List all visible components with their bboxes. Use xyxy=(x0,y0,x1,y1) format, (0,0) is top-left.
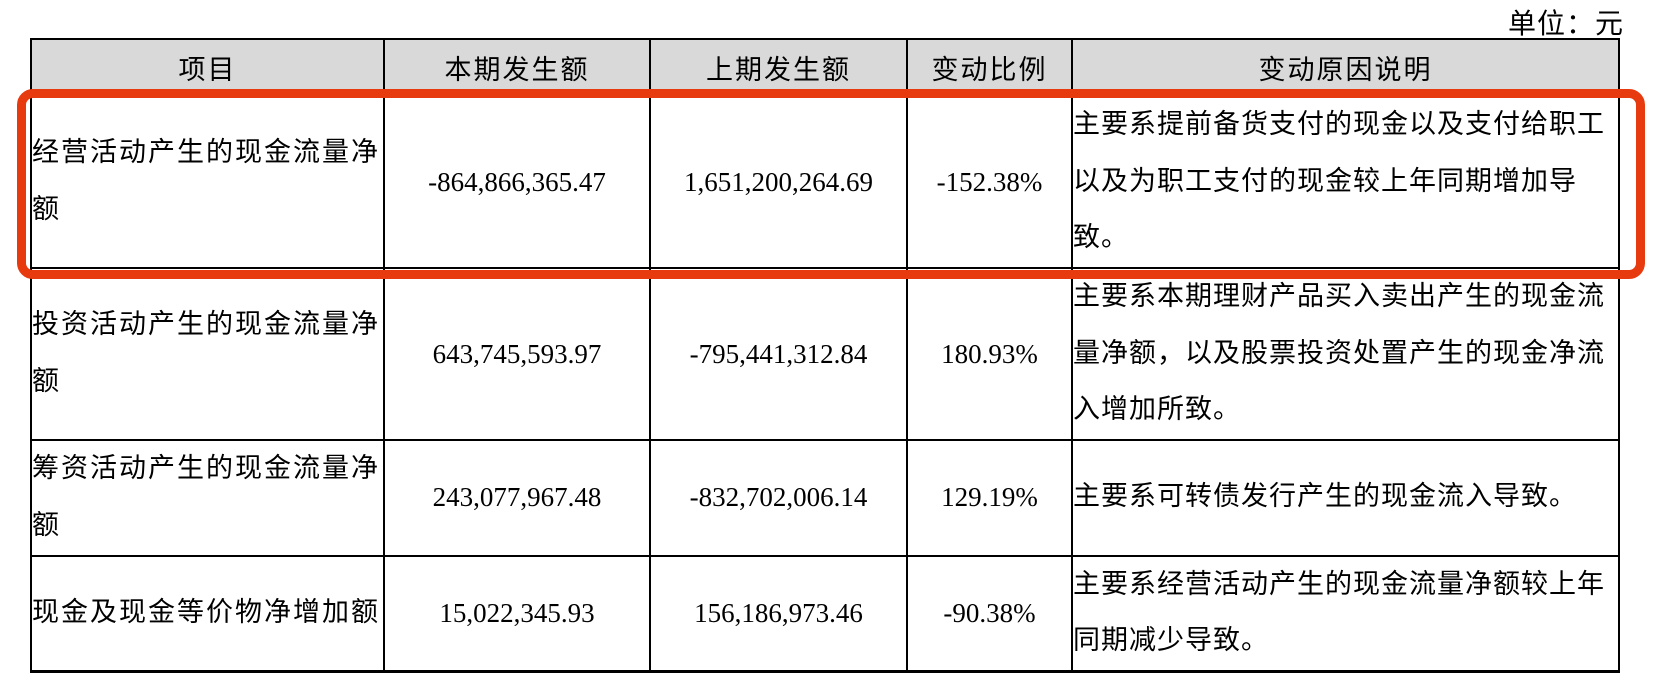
change-ratio-cell: 129.19% xyxy=(906,439,1073,557)
prior-amount-cell: -832,702,006.14 xyxy=(649,439,908,557)
reason-cell: 主要系经营活动产生的现金流量净额较上年同期减少导致。 xyxy=(1071,554,1620,673)
header-row: 项目 本期发生额 上期发生额 变动比例 变动原因说明 xyxy=(30,38,1620,97)
current-amount-cell: 15,022,345.93 xyxy=(383,554,651,673)
cash-flow-table-wrap: 项目 本期发生额 上期发生额 变动比例 变动原因说明 经营活动产生的现金流量净额… xyxy=(17,38,1645,673)
change-ratio-cell: -90.38% xyxy=(906,554,1073,673)
item-cell: 投资活动产生的现金流量净额 xyxy=(30,267,385,442)
prior-amount-cell: 1,651,200,264.69 xyxy=(649,94,908,270)
reason-cell: 主要系可转债发行产生的现金流入导致。 xyxy=(1071,439,1620,557)
item-cell: 经营活动产生的现金流量净额 xyxy=(30,94,385,270)
table-row-net-increase-cash: 现金及现金等价物净增加额 15,022,345.93 156,186,973.4… xyxy=(30,554,1620,673)
prior-amount-cell: 156,186,973.46 xyxy=(649,554,908,673)
column-header-prior-amount: 上期发生额 xyxy=(649,38,908,97)
current-amount-cell: 243,077,967.48 xyxy=(383,439,651,557)
current-amount-cell: 643,745,593.97 xyxy=(383,267,651,442)
current-amount-cell: -864,866,365.47 xyxy=(383,94,651,270)
table-row-operating-cash-flow: 经营活动产生的现金流量净额 -864,866,365.47 1,651,200,… xyxy=(30,94,1620,270)
column-header-change-ratio: 变动比例 xyxy=(906,38,1073,97)
table-row-investing-cash-flow: 投资活动产生的现金流量净额 643,745,593.97 -795,441,31… xyxy=(30,267,1620,442)
reason-cell: 主要系提前备货支付的现金以及支付给职工以及为职工支付的现金较上年同期增加导致。 xyxy=(1071,94,1620,270)
table-row-financing-cash-flow: 筹资活动产生的现金流量净额 243,077,967.48 -832,702,00… xyxy=(30,439,1620,557)
cash-flow-change-table: 项目 本期发生额 上期发生额 变动比例 变动原因说明 经营活动产生的现金流量净额… xyxy=(30,38,1620,673)
change-ratio-cell: 180.93% xyxy=(906,267,1073,442)
item-cell: 筹资活动产生的现金流量净额 xyxy=(30,439,385,557)
item-cell: 现金及现金等价物净增加额 xyxy=(30,554,385,673)
column-header-current-amount: 本期发生额 xyxy=(383,38,651,97)
unit-label: 单位：元 xyxy=(1507,7,1624,40)
change-ratio-cell: -152.38% xyxy=(906,94,1073,270)
prior-amount-cell: -795,441,312.84 xyxy=(649,267,908,442)
reason-cell: 主要系本期理财产品买入卖出产生的现金流量净额，以及股票投资处置产生的现金净流入增… xyxy=(1071,267,1620,442)
column-header-item: 项目 xyxy=(30,38,385,97)
column-header-change-reason: 变动原因说明 xyxy=(1071,38,1620,97)
